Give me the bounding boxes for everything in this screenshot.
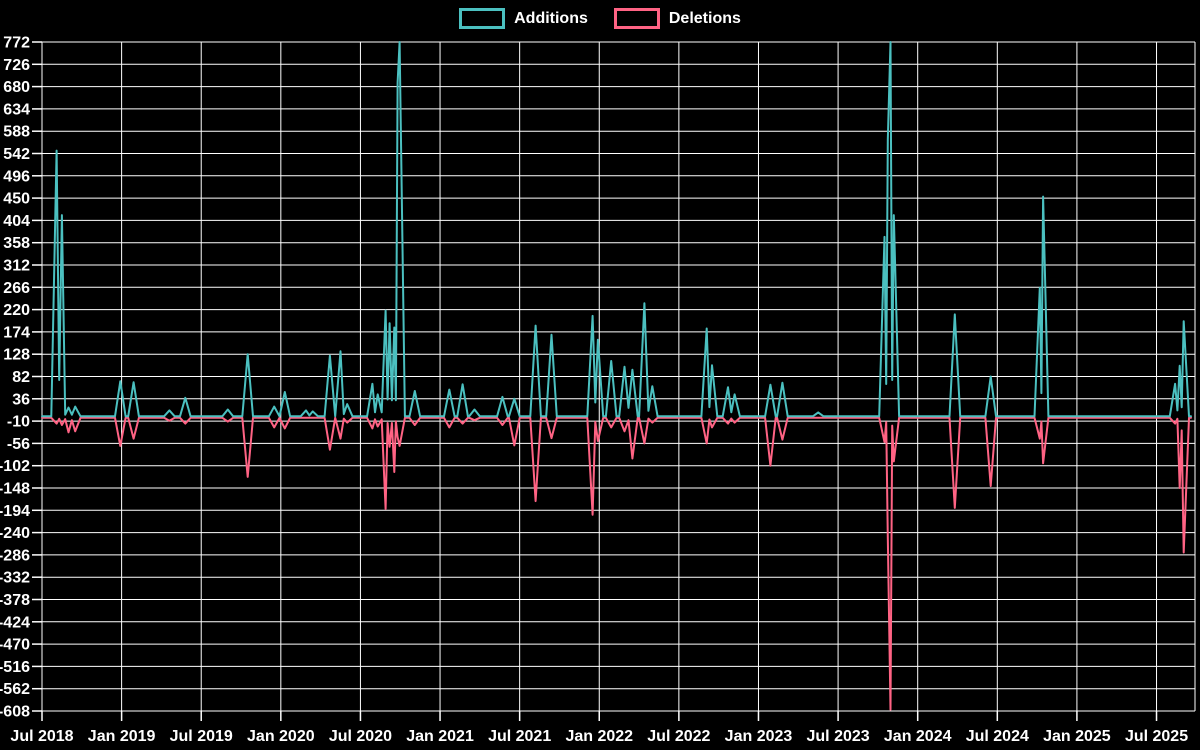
svg-text:Jul 2021: Jul 2021: [488, 728, 551, 745]
svg-text:-148: -148: [0, 481, 30, 498]
legend-label-additions: Additions: [514, 9, 588, 27]
svg-text:634: 634: [3, 101, 30, 118]
svg-text:-562: -562: [0, 681, 30, 698]
svg-text:266: 266: [3, 280, 30, 297]
additions-line[interactable]: [41, 41, 1192, 418]
svg-text:-470: -470: [0, 637, 30, 654]
svg-text:-332: -332: [0, 570, 30, 587]
x-axis-labels: Jul 2018 Jan 2019 Jul 2019 Jan 2020 Jul 2020…: [10, 728, 1188, 745]
svg-text:-56: -56: [7, 436, 30, 453]
svg-text:Jan 2019: Jan 2019: [88, 728, 156, 745]
svg-text:542: 542: [3, 146, 30, 163]
deletions-swatch-icon: [613, 8, 660, 29]
svg-text:128: 128: [3, 347, 30, 364]
svg-text:Jul 2024: Jul 2024: [966, 728, 1029, 745]
svg-text:Jul 2019: Jul 2019: [170, 728, 233, 745]
svg-text:-10: -10: [7, 414, 30, 431]
axis-ticks: [32, 41, 1158, 721]
svg-text:Jul 2025: Jul 2025: [1125, 728, 1188, 745]
svg-text:Jan 2021: Jan 2021: [406, 728, 474, 745]
svg-text:588: 588: [3, 124, 30, 141]
svg-text:-608: -608: [0, 704, 30, 721]
svg-text:82: 82: [12, 369, 30, 386]
svg-text:-378: -378: [0, 592, 30, 609]
svg-text:496: 496: [3, 168, 30, 185]
svg-text:Jul 2023: Jul 2023: [807, 728, 870, 745]
svg-text:772: 772: [3, 35, 30, 52]
svg-text:174: 174: [3, 324, 30, 341]
svg-text:36: 36: [12, 391, 30, 408]
svg-text:450: 450: [3, 191, 30, 208]
svg-text:-286: -286: [0, 547, 30, 564]
svg-text:Jan 2024: Jan 2024: [884, 728, 952, 745]
svg-text:-424: -424: [0, 614, 30, 631]
svg-text:312: 312: [3, 258, 30, 275]
svg-text:Jan 2023: Jan 2023: [725, 728, 793, 745]
svg-text:-102: -102: [0, 458, 30, 475]
svg-text:-516: -516: [0, 659, 30, 676]
svg-text:404: 404: [3, 213, 30, 230]
svg-text:Jul 2020: Jul 2020: [329, 728, 392, 745]
chart-legend: Additions Deletions: [0, 8, 1200, 29]
legend-item-deletions[interactable]: Deletions: [613, 8, 741, 29]
svg-text:726: 726: [3, 57, 30, 74]
svg-text:Jan 2025: Jan 2025: [1043, 728, 1111, 745]
svg-text:Jan 2020: Jan 2020: [247, 728, 315, 745]
svg-text:Jul 2018: Jul 2018: [10, 728, 73, 745]
legend-item-additions[interactable]: Additions: [459, 8, 588, 29]
y-axis-labels: 772 726 680 634 588 542 496 450 404 358 312 266 220 1…: [0, 35, 30, 721]
svg-text:358: 358: [3, 235, 30, 252]
svg-text:Jan 2022: Jan 2022: [565, 728, 633, 745]
legend-label-deletions: Deletions: [668, 9, 741, 27]
deletions-line[interactable]: [41, 416, 1192, 711]
additions-swatch-icon: [459, 8, 506, 29]
svg-text:-240: -240: [0, 525, 30, 542]
gridlines: [41, 41, 1196, 712]
svg-text:-194: -194: [0, 503, 30, 520]
svg-text:220: 220: [3, 302, 30, 319]
svg-text:Jul 2022: Jul 2022: [647, 728, 710, 745]
svg-text:680: 680: [3, 79, 30, 96]
